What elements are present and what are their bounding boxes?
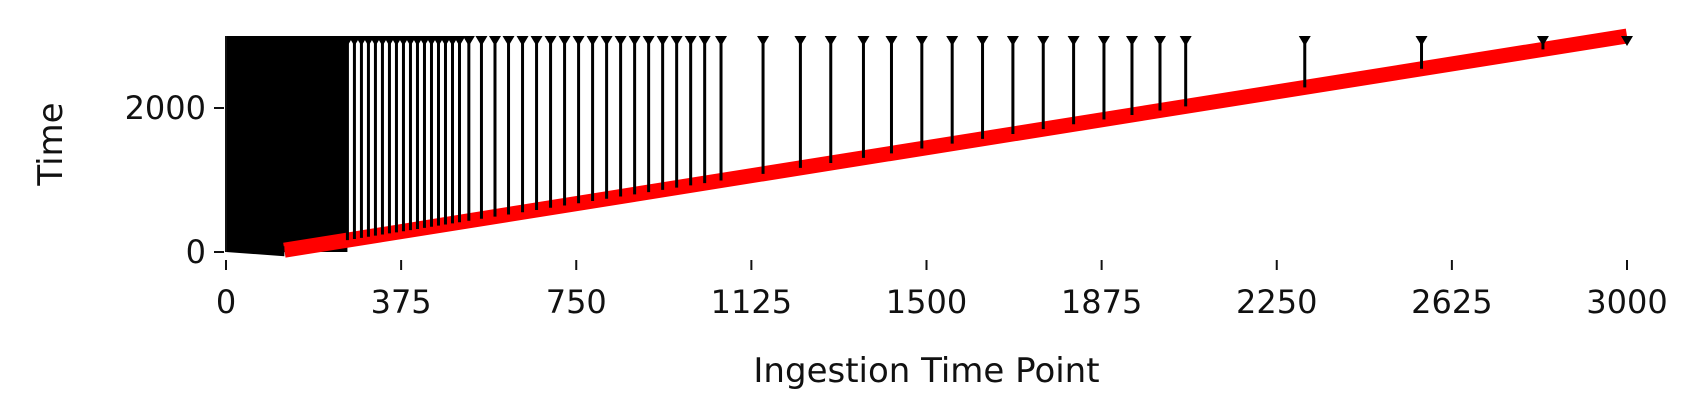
stem-marker [544,36,557,46]
stem-marker [670,36,683,46]
stem-marker [530,36,543,46]
dense-stems-region [226,36,348,252]
stem-marker [915,36,928,46]
stem-marker [453,36,466,46]
x-axis-label: Ingestion Time Point [753,351,1099,391]
stem-marker [572,36,585,46]
stem-marker [1179,36,1192,46]
x-tick-label: 750 [546,283,607,321]
stem-marker [1298,36,1311,46]
stem-marker [656,36,669,46]
stem-marker [885,36,898,46]
x-tick-label: 1500 [886,283,967,321]
stem-marker [502,36,515,46]
stem-marker [1415,36,1428,46]
y-tick-label: 2000 [125,89,206,127]
stem-marker [794,36,807,46]
stem-marker [698,36,711,46]
x-tick-label: 0 [216,283,236,321]
stem-marker [757,36,770,46]
y-axis-label: Time [31,102,71,186]
stem-marker [946,36,959,46]
stem-marker [614,36,627,46]
series-line [283,28,1629,258]
x-ticks: 0 375 750 1125 1500 1875 2250 2625 3000 [216,260,1668,321]
stem-marker [1006,36,1019,46]
stem-marker [1536,36,1549,46]
stem-marker [642,36,655,46]
y-ticks: 0 2000 [125,89,224,271]
stem-marker [1621,36,1633,46]
stem-marker [1037,36,1050,46]
stem-marker [475,36,488,46]
stem-marker [684,36,697,46]
x-tick-label: 2625 [1411,283,1492,321]
stem-marker [516,36,529,46]
x-tick-label: 1875 [1061,283,1142,321]
stem-marker [1097,36,1110,46]
stem-marker [1067,36,1080,46]
stem-marker [1154,36,1166,46]
x-tick-label: 375 [371,283,432,321]
series-start-wedge [226,246,285,257]
x-tick-label: 2250 [1236,283,1317,321]
y-tick-label: 0 [186,233,206,271]
stem-marker [600,36,613,46]
stem-marker [558,36,571,46]
stem-marker [824,36,837,46]
stem-marker [628,36,641,46]
stem-marker [976,36,989,46]
stem-marker [715,36,728,46]
x-tick-label: 1125 [711,283,792,321]
stem-marker [857,36,870,46]
stem-marker [1125,36,1138,46]
stem-marker [462,36,475,46]
stem-marker [488,36,501,46]
plot-area [226,28,1633,258]
x-tick-label: 3000 [1586,283,1667,321]
stem-marker [586,36,599,46]
